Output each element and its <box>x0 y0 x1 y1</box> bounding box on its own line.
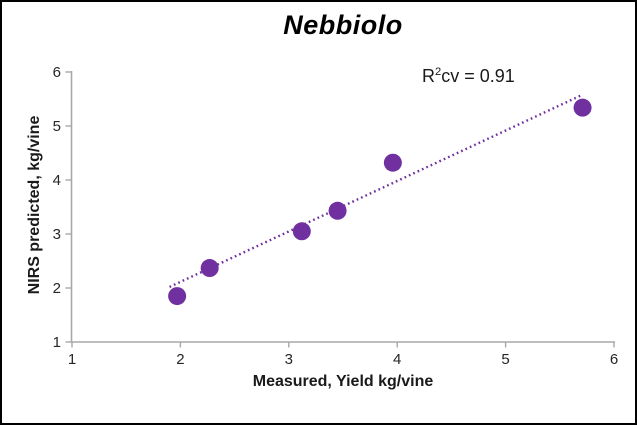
data-point-marker <box>383 153 402 172</box>
y-tick-label: 3 <box>53 226 61 243</box>
x-tick-label: 6 <box>610 351 618 368</box>
x-axis-title: Measured, Yield kg/vine <box>252 373 434 390</box>
r2cv-rest: cv = 0.91 <box>441 66 515 86</box>
data-point-marker <box>292 222 311 241</box>
data-point-marker <box>200 259 219 278</box>
y-axis-title: NIRS predicted, kg/vine <box>26 115 43 295</box>
y-tick-label: 2 <box>53 280 61 297</box>
x-tick-label: 4 <box>393 351 401 368</box>
x-tick-label: 2 <box>176 351 184 368</box>
data-point-marker <box>573 98 592 117</box>
trendline-dotted <box>169 94 582 289</box>
chart-title: Nebbiolo <box>283 10 403 40</box>
x-tick-label: 1 <box>68 351 76 368</box>
y-tick-label: 4 <box>53 172 61 189</box>
y-tick-label: 5 <box>53 118 61 135</box>
y-tick-label: 1 <box>53 334 61 351</box>
x-tick-label: 5 <box>501 351 509 368</box>
r2cv-superscript: 2 <box>435 66 442 78</box>
y-tick-label: 6 <box>53 64 61 81</box>
data-point-marker <box>168 287 187 306</box>
r2cv-base: R <box>422 66 435 86</box>
data-point-marker <box>328 201 347 220</box>
x-tick-label: 3 <box>285 351 293 368</box>
r2cv-annotation: R2cv = 0.91 <box>422 66 515 87</box>
